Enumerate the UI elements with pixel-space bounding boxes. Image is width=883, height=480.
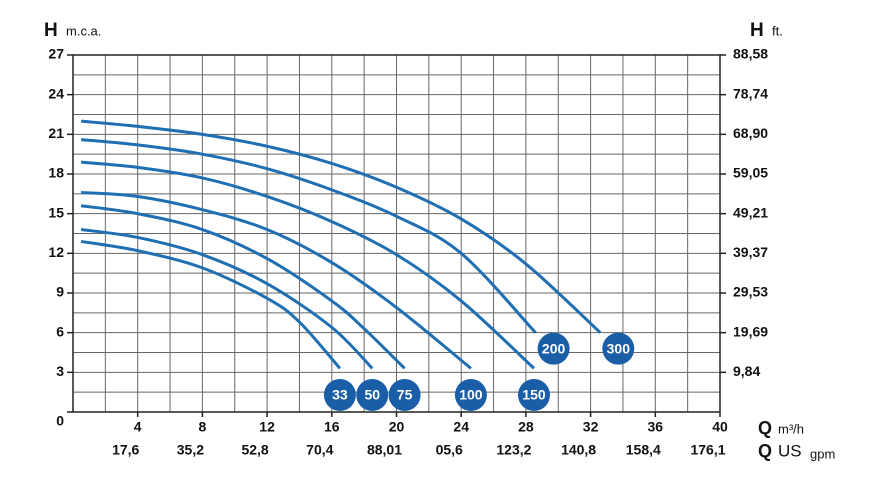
x2-tick-label: 52,8 [241,442,268,458]
x-tick-label: 4 [134,419,142,435]
x-tick-label: 28 [518,419,534,435]
curve-badge [323,379,356,411]
y-tick-label: 15 [48,204,64,220]
pump-curve [80,160,536,370]
pump-curve [80,191,472,370]
curve-badge [454,379,487,411]
x2-label-unit: US [778,441,802,460]
x-tick-label: 20 [389,419,405,435]
x2-tick-label: 158,4 [626,442,661,458]
y-tick-label: 24 [48,85,64,101]
y-tick-label: 27 [48,46,64,62]
x2-tick-label: 70,4 [306,442,333,458]
curve-badge [388,379,421,411]
y2-label-symbol: H [750,20,764,41]
y-tick-label: 12 [48,244,64,260]
y-label-symbol: H [44,20,58,41]
y2-label-unit: ft. [772,23,783,38]
legend-label: 100 [459,387,483,403]
curve-badge [356,379,389,411]
legend-label: 50 [364,387,380,403]
x2-tick-label: 05,6 [436,442,463,458]
x2-tick-label: 140,8 [561,442,596,458]
pump-curve [80,204,406,370]
legend-label: 75 [397,387,413,403]
x2-tick-label: 176,1 [690,442,725,458]
legend-label: 150 [522,387,546,403]
legend-label: 33 [332,387,348,403]
y-label-unit: m.c.a. [66,23,101,38]
y2-tick-label: 78,74 [733,85,768,101]
pump-curve [80,138,537,334]
y2-tick-label: 49,21 [733,204,768,220]
x2-tick-label: 35,2 [177,442,204,458]
x-tick-label: 32 [583,419,599,435]
x-tick-label: 36 [648,419,664,435]
y2-tick-label: 88,58 [733,46,768,62]
curve-badge [517,379,550,411]
curve-badge [537,332,570,365]
x-tick-label: 8 [199,419,207,435]
x2-label-unit2: gpm [810,446,835,461]
pump-curve [80,119,602,334]
x-tick-label: 24 [453,419,469,435]
y2-tick-label: 9,84 [733,363,760,379]
y-tick-label: 9 [56,284,64,300]
pump-curve [80,228,374,370]
y2-tick-label: 19,69 [733,323,768,339]
x-label-symbol: Q [758,418,772,438]
legend-label: 200 [542,340,566,356]
y-tick-label: 18 [48,165,64,181]
y-tick-label: 21 [48,125,64,141]
y2-tick-label: 68,90 [733,125,768,141]
legend-label: 300 [607,340,631,356]
x2-tick-label: 88,01 [367,442,402,458]
x-label-unit: m³/h [778,421,804,436]
y-tick-label: 6 [56,323,64,339]
y-tick-label: 0 [56,413,64,429]
curve-badge [602,332,635,365]
y2-tick-label: 39,37 [733,244,768,260]
y2-tick-label: 59,05 [733,165,768,181]
x-tick-label: 16 [324,419,340,435]
y2-tick-label: 29,53 [733,284,768,300]
x-tick-label: 40 [712,419,728,435]
x2-label-symbol: Q [758,441,772,461]
x2-tick-label: 123,2 [496,442,531,458]
x-tick-label: 12 [259,419,275,435]
pump-curve [80,239,342,370]
x2-tick-label: 17,6 [112,442,139,458]
y-tick-label: 3 [56,363,64,379]
